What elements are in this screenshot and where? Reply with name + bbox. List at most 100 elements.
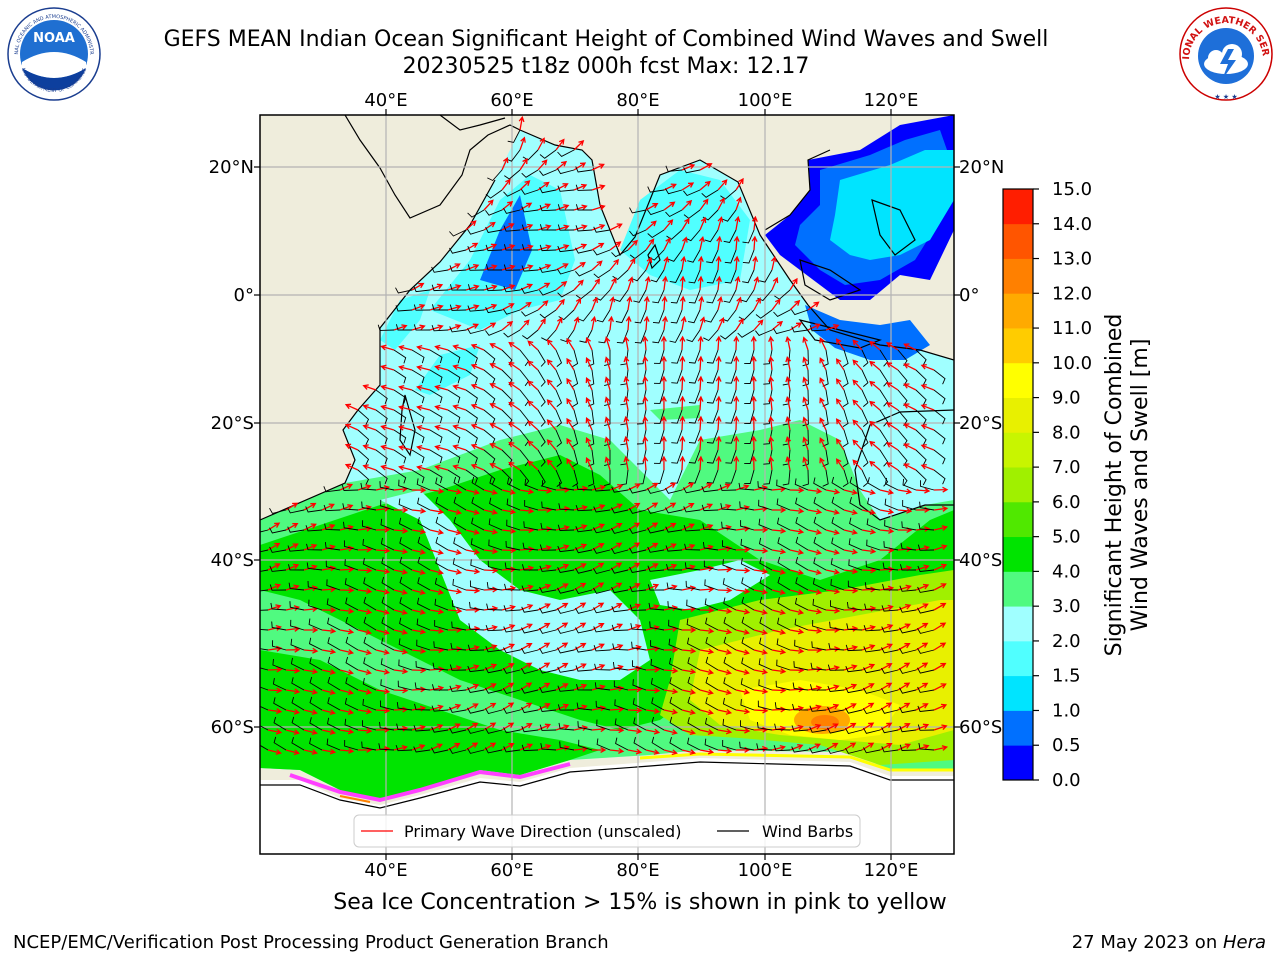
wind-barb <box>897 469 908 486</box>
wind-barb <box>899 627 917 634</box>
wind-barb <box>773 328 791 335</box>
wind-barb <box>744 409 755 424</box>
wind-barb <box>899 647 917 654</box>
wave-direction-arrow <box>717 316 725 331</box>
wind-barb <box>431 705 449 712</box>
wind-barb <box>485 667 503 674</box>
wave-direction-arrow <box>465 529 480 536</box>
wind-barb <box>519 469 530 487</box>
wave-direction-arrow <box>321 627 337 634</box>
wind-barb <box>793 661 809 671</box>
wave-direction-arrow <box>573 725 589 731</box>
wave-direction-arrow <box>645 728 661 735</box>
wave-direction-arrow <box>519 723 533 731</box>
wave-direction-arrow <box>699 709 714 716</box>
wave-direction-arrow <box>362 424 377 431</box>
wave-direction-arrow <box>429 283 444 291</box>
wind-barb <box>809 705 827 712</box>
wind-barb <box>362 520 377 531</box>
wave-direction-arrow <box>357 629 372 635</box>
wind-barb <box>395 324 412 331</box>
lon-label-bottom: 60°E <box>490 860 533 881</box>
wind-barb <box>653 369 665 384</box>
wave-direction-arrow <box>885 422 899 431</box>
wind-barb <box>572 449 579 467</box>
wind-barb <box>671 349 683 364</box>
wind-barb <box>636 409 647 425</box>
wind-barb <box>429 409 443 424</box>
wind-barb <box>471 517 485 531</box>
wind-barb <box>882 562 899 571</box>
wave-direction-arrow <box>785 455 792 471</box>
credit-date: 27 May 2023 on Hera <box>1071 932 1266 953</box>
wind-barb <box>777 576 791 591</box>
wave-direction-arrow <box>789 507 805 514</box>
wave-direction-arrow <box>591 623 605 631</box>
wind-barb <box>539 169 557 176</box>
wind-barb <box>260 589 269 592</box>
wind-barb <box>705 656 719 671</box>
wave-direction-arrow <box>785 335 792 351</box>
wave-direction-arrow <box>627 748 643 755</box>
wind-barb <box>269 565 287 572</box>
wind-barb <box>575 247 593 254</box>
wind-barb <box>842 449 849 467</box>
wind-barb <box>539 187 557 194</box>
wind-barb <box>429 369 443 384</box>
wind-barb <box>572 409 579 427</box>
wave-direction-arrow <box>933 563 948 571</box>
wind-barb <box>324 542 341 551</box>
wind-barb <box>763 349 773 365</box>
wind-barb <box>557 289 575 298</box>
wind-barb <box>722 578 737 591</box>
wave-direction-arrow <box>679 295 686 311</box>
wind-barb <box>685 580 701 591</box>
wave-direction-arrow <box>627 728 643 735</box>
wave-direction-arrow <box>843 683 858 691</box>
wind-barb <box>357 449 370 465</box>
wave-direction-arrow <box>393 687 409 694</box>
wave-direction-arrow <box>933 683 947 691</box>
wind-barb <box>631 269 647 282</box>
wave-direction-arrow <box>546 339 557 351</box>
wave-direction-arrow <box>802 396 809 411</box>
wave-direction-arrow <box>555 703 570 711</box>
colorbar-tick-label: 15.0 <box>1052 179 1092 200</box>
wind-barb <box>416 639 431 651</box>
wave-direction-arrow <box>697 435 704 451</box>
wind-barb <box>917 667 935 674</box>
svg-text:★ ★ ★: ★ ★ ★ <box>1214 93 1237 101</box>
colorbar-tick-label: 10.0 <box>1052 353 1092 374</box>
wind-barb <box>327 656 341 671</box>
wave-direction-arrow <box>681 182 695 191</box>
wave-direction-arrow <box>697 255 704 271</box>
wave-direction-arrow <box>465 664 480 671</box>
wind-barb <box>467 305 485 312</box>
wave-direction-arrow <box>843 529 858 535</box>
wave-direction-arrow <box>642 335 649 351</box>
wind-barb <box>453 496 467 511</box>
wind-barb <box>429 449 443 464</box>
wind-barb <box>483 369 496 385</box>
wind-barb <box>616 329 629 344</box>
wind-barb <box>742 249 755 264</box>
wave-direction-arrow <box>660 415 667 431</box>
wind-barb <box>521 309 539 317</box>
wind-barb <box>381 576 395 591</box>
wind-barb <box>449 304 467 311</box>
wind-barb <box>344 697 359 711</box>
wave-direction-arrow <box>807 549 822 556</box>
wave-direction-arrow <box>819 377 827 391</box>
wave-direction-arrow <box>470 443 485 451</box>
wind-barb <box>558 309 575 321</box>
wave-direction-arrow <box>807 627 823 634</box>
wave-direction-arrow <box>285 729 300 736</box>
wave-direction-arrow <box>604 336 611 351</box>
wind-barb <box>721 521 737 531</box>
wind-barb <box>901 521 917 531</box>
wave-direction-arrow <box>591 278 601 291</box>
wind-barb <box>845 644 863 652</box>
wave-direction-arrow <box>825 588 841 595</box>
wave-direction-arrow <box>697 355 704 371</box>
wave-direction-arrow <box>682 627 697 633</box>
